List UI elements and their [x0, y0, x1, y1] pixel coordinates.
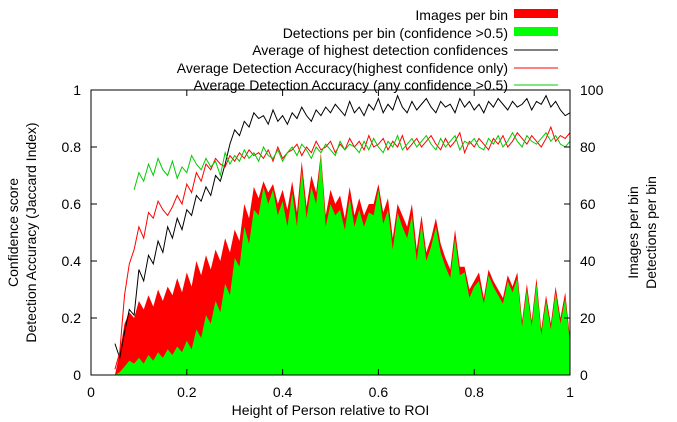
y-right-tick-label: 20 — [580, 310, 596, 326]
x-axis-label: Height of Person relative to ROI — [232, 402, 430, 418]
legend-label-accuracy-any: Average Detection Accuracy (any confiden… — [193, 77, 508, 93]
y-right-axis-label-line2: Detections per bin — [643, 176, 659, 289]
y-right-tick-label: 40 — [580, 253, 596, 269]
legend-label-images-per-bin: Images per bin — [415, 7, 508, 23]
x-tick-label: 0 — [87, 384, 95, 400]
y-right-tick-label: 100 — [580, 82, 604, 98]
series-line-4 — [133, 131, 571, 190]
plot-layers — [114, 94, 571, 375]
legend-label-avg-highest-confidence: Average of highest detection confidences — [252, 42, 508, 58]
x-tick-label: 1 — [566, 384, 574, 400]
plot-frame — [90, 89, 571, 376]
y-left-tick-label: 0.4 — [62, 253, 82, 269]
x-tick-label: 0.8 — [464, 384, 484, 400]
legend-swatch-detections-per-bin — [514, 27, 558, 36]
y-left-tick-label: 0.6 — [62, 196, 82, 212]
series-line-2 — [114, 94, 571, 360]
y-right-tick-label: 0 — [580, 367, 588, 383]
legend-swatch-images-per-bin — [514, 9, 558, 18]
x-tick-label: 0.6 — [369, 384, 389, 400]
y-right-tick-label: 60 — [580, 196, 596, 212]
legend: Images per bin Detections per bin (confi… — [177, 7, 558, 93]
legend-label-detections-per-bin: Detections per bin (confidence >0.5) — [283, 25, 508, 41]
y-right-axis-label-line1: Images per bin — [625, 186, 641, 279]
y-left-axis-label-line1: Confidence score — [5, 178, 21, 287]
y-left-tick-label: 0.8 — [62, 139, 82, 155]
series-line-3 — [114, 125, 571, 370]
y-left-tick-label: 0.2 — [62, 310, 82, 326]
y-left-axis-label-line2: Detection Accuracy (Jaccard Index) — [23, 122, 39, 342]
legend-label-accuracy-highest: Average Detection Accuracy(highest confi… — [177, 60, 508, 76]
x-tick-label: 0.4 — [273, 384, 293, 400]
y-left-tick-label: 0 — [73, 367, 81, 383]
series-area-1 — [114, 155, 570, 375]
y-left-tick-label: 1 — [73, 82, 81, 98]
x-tick-label: 0.2 — [177, 384, 197, 400]
y-right-tick-label: 80 — [580, 139, 596, 155]
